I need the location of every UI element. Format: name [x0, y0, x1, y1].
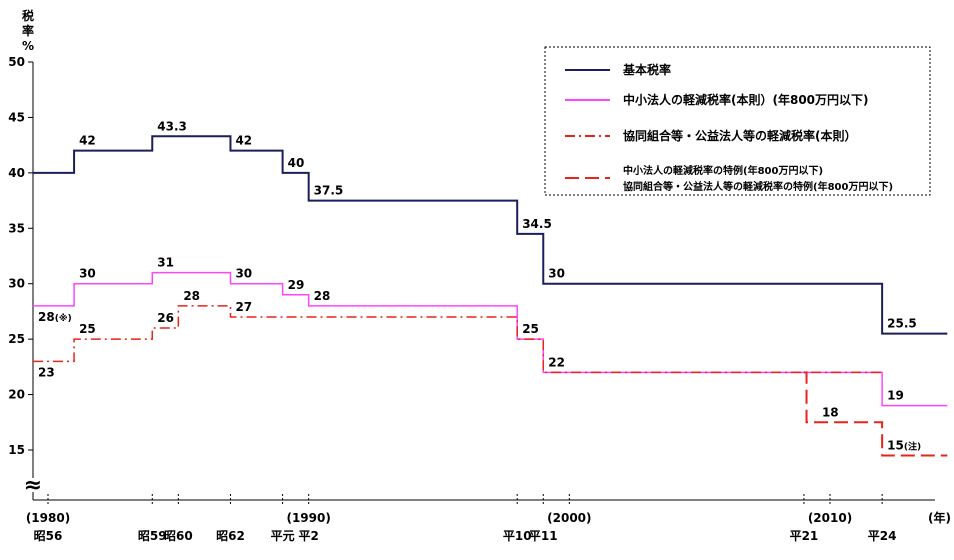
legend-label: 協同組合等・公益法人等の軽減税率(本則） [623, 128, 857, 143]
y-tick-label: 45 [8, 110, 25, 124]
y-axis-label: 率 [22, 23, 34, 38]
x-tick-year-label: (1980) [26, 511, 70, 525]
data-label: 25 [522, 322, 539, 336]
data-label: 40 [288, 156, 305, 170]
legend-box [544, 46, 931, 196]
y-axis-label: 税 [22, 8, 34, 23]
data-label: 28(※) [38, 310, 72, 324]
y-tick-label: 25 [8, 332, 25, 346]
legend-label: 協同組合等・公益法人等の軽減税率の特例(年800万円以下) [623, 180, 893, 193]
data-label: 30 [79, 267, 96, 281]
series-line [803, 371, 948, 457]
y-tick-label: 20 [8, 388, 25, 402]
data-label: 22 [548, 355, 565, 369]
x-tick-era-label: 平元 [271, 529, 295, 543]
data-label: 28 [314, 289, 331, 303]
x-tick-era-label: 平11 [529, 529, 558, 543]
x-tick-era-label: 平21 [790, 529, 819, 543]
x-tick-era-label: 昭60 [164, 529, 193, 543]
data-label: 23 [38, 365, 55, 379]
y-tick-label: 15 [8, 443, 25, 457]
data-label: 15(注) [887, 439, 921, 453]
legend-label: 中小法人の軽減税率(本則）(年800万円以下) [623, 92, 869, 107]
legend-label: 基本税率 [622, 62, 671, 77]
y-tick-label: 50 [8, 55, 25, 69]
data-label: 25 [79, 322, 96, 336]
data-label: 37.5 [314, 184, 344, 198]
data-label: 30 [548, 267, 565, 281]
x-unit-label: (年) [928, 510, 951, 525]
data-label: 25.5 [887, 317, 917, 331]
series-line [33, 305, 883, 374]
y-tick-label: 30 [8, 277, 25, 291]
data-label: 27 [235, 300, 252, 314]
data-label: 34.5 [522, 217, 552, 231]
data-label: 30 [235, 267, 252, 281]
data-label: 26 [157, 311, 174, 325]
series-line [33, 135, 948, 335]
x-tick-era-label: 昭56 [34, 529, 63, 543]
data-label: 19 [887, 389, 904, 403]
y-tick-label: 35 [8, 221, 25, 235]
x-tick-year-label: (1990) [286, 511, 330, 525]
x-tick-year-label: (2010) [808, 511, 852, 525]
data-label: 31 [157, 256, 174, 270]
data-label: 42 [79, 134, 96, 148]
y-tick-label: 40 [8, 166, 25, 180]
x-tick-era-label: 昭62 [216, 529, 245, 543]
x-tick-year-label: (2000) [547, 511, 591, 525]
legend-label: 中小法人の軽減税率の特例(年800万円以下) [623, 164, 823, 177]
x-tick-era-label: 昭59 [138, 529, 167, 543]
data-label: 28 [183, 289, 200, 303]
x-tick-era-label: 平2 [298, 529, 318, 543]
x-tick-era-label: 平10 [503, 529, 532, 543]
y-axis-label: % [22, 39, 34, 53]
x-tick-era-label: 平24 [868, 529, 897, 543]
data-label: 43.3 [157, 119, 187, 133]
data-label: 18 [822, 405, 839, 419]
axis-break-symbol: ≈ [24, 473, 42, 498]
data-label: 42 [235, 134, 252, 148]
series-line [33, 271, 948, 407]
data-label: 29 [288, 278, 305, 292]
